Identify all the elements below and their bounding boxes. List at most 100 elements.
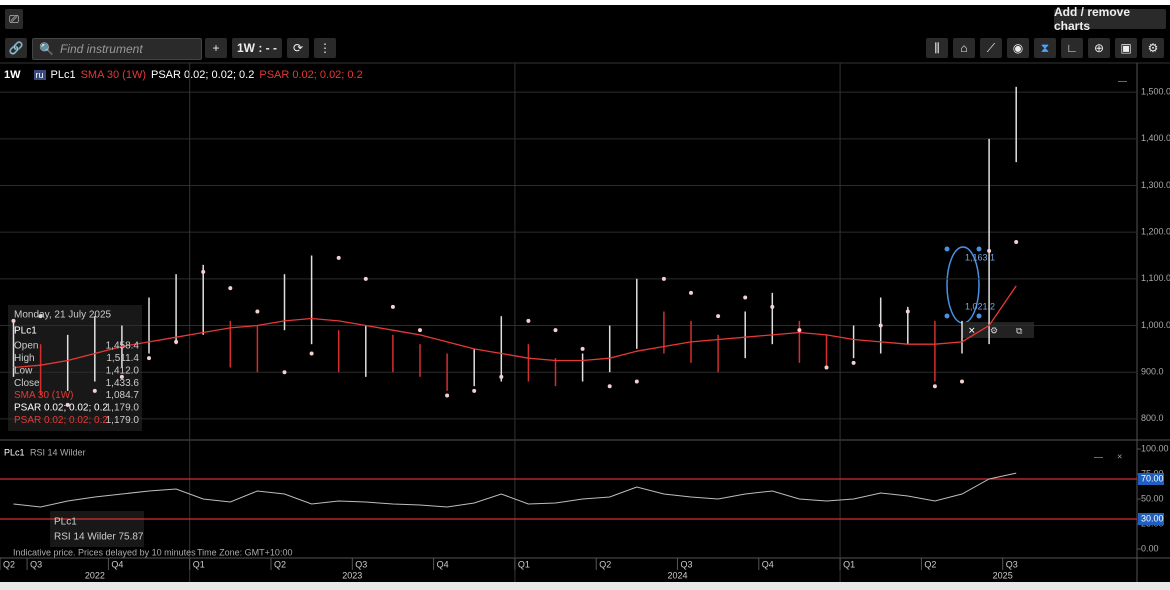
menu-button[interactable]: ⎚: [5, 9, 23, 29]
tooltip-value: 1,179.0: [106, 415, 140, 426]
y-tick-label: 1,500.0: [1141, 87, 1170, 97]
drawing-handle: [944, 246, 950, 252]
search-box[interactable]: 🔍 Find instrument: [32, 38, 202, 60]
legend-item: SMA 30 (1W): [80, 69, 146, 81]
psar-dot: [987, 248, 992, 253]
x-tick-label: Q4: [437, 559, 449, 569]
psar-dot: [228, 286, 233, 291]
tooltip-label: SMA 30 (1W): [14, 390, 73, 401]
settings-icon[interactable]: ⚙: [990, 325, 998, 335]
tooltip-value: 1,433.6: [106, 378, 140, 389]
psar-dot: [363, 276, 368, 281]
legend-item: PSAR 0.02; 0.02; 0.2: [259, 69, 363, 81]
more-button[interactable]: ⋮: [314, 38, 336, 58]
tooltip-date: Monday, 21 July 2025: [14, 310, 112, 321]
psar-dot: [553, 328, 558, 333]
psar-dot: [824, 365, 829, 370]
x-tick-label: Q3: [30, 559, 42, 569]
y-tick-label: 1,200.0: [1141, 227, 1170, 237]
tool-button[interactable]: ⧗: [1034, 38, 1056, 58]
x-tick-label: Q4: [762, 559, 774, 569]
psar-dot: [309, 351, 314, 356]
y-tick-label: 900.0: [1141, 367, 1164, 377]
psar-dot: [282, 370, 287, 375]
psar-dot: [905, 309, 910, 314]
psar-dot: [743, 295, 748, 300]
minimize-icon: —: [1094, 451, 1103, 461]
level-label: 70.00: [1141, 473, 1164, 483]
search-placeholder: Find instrument: [59, 42, 143, 56]
x-tick-label: Q2: [3, 559, 15, 569]
drawing-handle: [976, 246, 982, 252]
tooltip-value: 1,412.0: [106, 365, 140, 376]
psar-dot: [580, 346, 585, 351]
psar-dot: [11, 318, 16, 323]
psar-dot: [418, 328, 422, 333]
tooltip-value: 1,084.7: [106, 390, 140, 401]
copy-icon[interactable]: ⧉: [1016, 325, 1023, 335]
tool-button[interactable]: ⫼: [926, 38, 948, 58]
rsi-tooltip-symbol: PLc1: [54, 517, 77, 528]
tool-row: ⫼ ⌂ ⟋ ◉ ⧗ ∟ ⊕ ▣ ⚙: [926, 38, 1164, 58]
tool-button[interactable]: ⊕: [1088, 38, 1110, 58]
psar-dot: [689, 290, 693, 295]
delete-icon[interactable]: ✕: [968, 325, 976, 335]
add-remove-button[interactable]: Add / remove charts: [1054, 5, 1166, 33]
year-label: 2023: [342, 570, 362, 580]
psar-dot: [661, 276, 666, 281]
tooltip-value: 1,179.0: [106, 403, 140, 414]
psar-dot: [526, 318, 531, 323]
psar-dot: [499, 374, 504, 379]
psar-dot: [147, 356, 151, 361]
psar-dot: [1014, 239, 1019, 244]
taskbar: [0, 582, 1170, 590]
y-tick-label: 1,300.0: [1141, 180, 1170, 190]
rsi-subtitle: RSI 14 Wilder: [30, 447, 86, 457]
y-tick-label: 800.0: [1141, 413, 1164, 423]
legend: 1W ru PLc1 SMA 30 (1W) PSAR 0.02; 0.02; …: [4, 69, 363, 81]
legend-interval: 1W: [4, 69, 21, 81]
psar-dot: [255, 309, 260, 314]
tooltip-symbol: PLc1: [14, 326, 37, 337]
psar-dot: [634, 379, 639, 384]
top-strip: [0, 0, 1170, 5]
year-label: 2024: [667, 570, 687, 580]
psar-dot: [38, 314, 43, 319]
psar-dot: [445, 393, 450, 398]
interval: 1W: [237, 41, 255, 55]
tool-button[interactable]: ∟: [1061, 38, 1083, 58]
y-tick-label: 1,400.0: [1141, 133, 1170, 143]
interval-button[interactable]: 1W : - -: [232, 38, 282, 58]
interval-suffix: : - -: [258, 41, 277, 55]
tool-button[interactable]: ◉: [1007, 38, 1029, 58]
minimize-icon: —: [1118, 75, 1127, 85]
y-tick-label: 50.00: [1141, 493, 1164, 503]
psar-dot: [390, 304, 395, 309]
drawing-label: 1,021.2: [965, 301, 995, 311]
psar-dot: [607, 384, 612, 389]
x-tick-label: Q1: [843, 559, 855, 569]
x-tick-label: Q1: [193, 559, 205, 569]
tool-button[interactable]: ⚙: [1142, 38, 1164, 58]
tool-button[interactable]: ▣: [1115, 38, 1137, 58]
psar-dot: [851, 360, 856, 365]
drawing-handle: [976, 313, 982, 319]
psar-dot: [797, 328, 802, 333]
psar-dot: [174, 339, 179, 344]
psar-dot: [119, 374, 124, 379]
legend-badge: ru: [33, 70, 46, 80]
x-tick-label: Q2: [924, 559, 936, 569]
y-tick-label: 0.00: [1141, 543, 1159, 553]
add-button[interactable]: +: [205, 38, 227, 58]
footer-timezone: Time Zone: GMT+10:00: [197, 547, 292, 557]
tooltip-value: 1,458.4: [106, 341, 140, 352]
psar-dot: [336, 255, 341, 260]
y-tick-label: 1,000.0: [1141, 320, 1170, 330]
link-button[interactable]: 🔗: [5, 38, 27, 58]
refresh-button[interactable]: ⟳: [287, 38, 309, 58]
x-tick-label: Q4: [111, 559, 123, 569]
tool-button[interactable]: ⌂: [953, 38, 975, 58]
tool-button[interactable]: ⟋: [980, 38, 1002, 58]
sma-line: [13, 285, 1017, 369]
